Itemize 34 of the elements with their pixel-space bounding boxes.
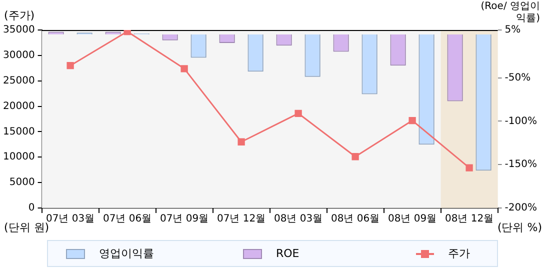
y-tick-label: 20000 [3, 100, 35, 112]
x-tick-label: 07년 12월 [216, 214, 266, 225]
y2-axis-title: (Roe/ 영업이익률) [480, 1, 540, 25]
y-tick-label: 10000 [3, 152, 35, 163]
point [180, 65, 188, 72]
point [124, 30, 131, 36]
point [466, 164, 473, 172]
y-tick-label: 25000 [3, 75, 35, 86]
x-tick-label: 07년 09월 [160, 214, 209, 225]
y2-tick-label: -200% [504, 202, 538, 214]
point [294, 110, 302, 117]
y-tick-label: 30000 [3, 50, 35, 62]
text: (단위 %) [497, 221, 542, 234]
y2-tick-label: 5% [504, 24, 521, 36]
x-tick-label: 08년 09월 [388, 214, 437, 225]
point [408, 116, 416, 124]
y-tick-label: 5000 [9, 177, 35, 188]
point [352, 153, 359, 160]
point [66, 62, 74, 70]
y2-tick-label: -100% [504, 116, 538, 127]
y-tick-label: 15000 [3, 126, 35, 138]
y2-tick-label: -50% [504, 72, 531, 84]
legend-label: 주가 [448, 246, 470, 261]
x-tick-label: 08년 03월 [274, 214, 323, 225]
x-tick-label: 08년 12월 [444, 214, 494, 225]
point [238, 138, 245, 146]
legend-label: ROE [276, 247, 300, 260]
y-tick-label: 0 [28, 202, 35, 214]
y-tick-label: 35000 [3, 24, 35, 36]
x-tick-label: 08년 06월 [330, 214, 380, 225]
y2-tick-label: -150% [504, 159, 538, 170]
legend-label: 영업이익률 [99, 246, 154, 261]
x-tick-label: 07년 06월 [102, 214, 152, 225]
y-axis-title: (주가) [4, 9, 35, 22]
